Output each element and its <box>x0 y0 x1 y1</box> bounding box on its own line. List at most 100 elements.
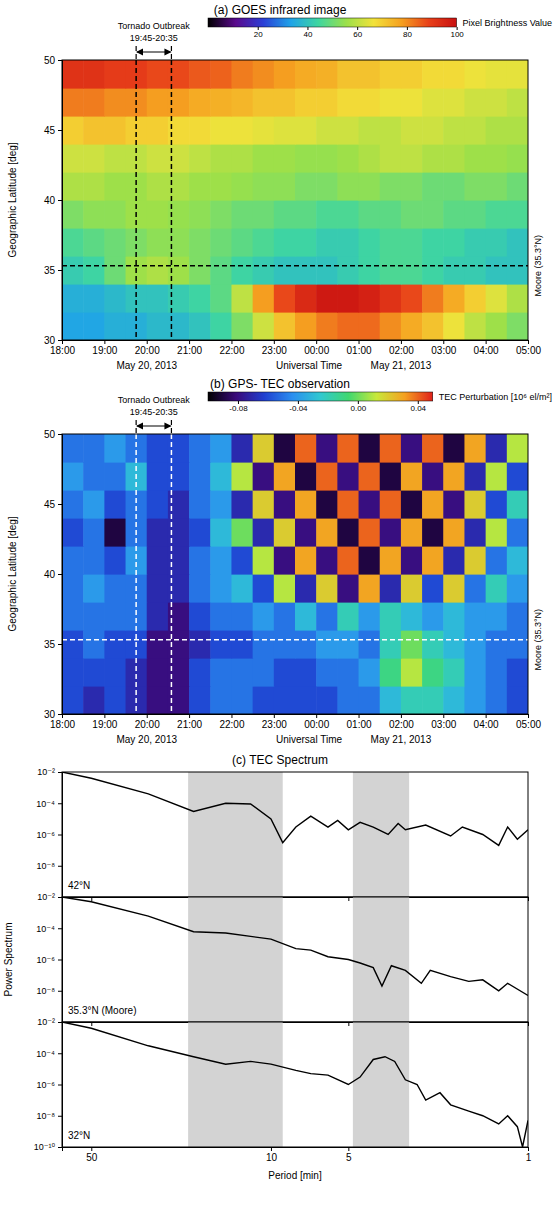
cell <box>62 172 84 201</box>
cell <box>401 658 423 687</box>
cell <box>486 284 508 313</box>
y-axis-tick: 40 <box>44 569 62 580</box>
y-axis-tick-mark <box>58 200 62 201</box>
cell <box>104 602 126 631</box>
date-label: May 21, 2013 <box>371 734 432 745</box>
cell <box>274 658 296 687</box>
y-axis-tick: 10⁻⁴ <box>36 924 62 934</box>
y-axis-tick-label: 50 <box>44 55 56 66</box>
x-axis-tick-mark <box>528 340 529 344</box>
cell <box>401 88 423 117</box>
cell <box>83 88 105 117</box>
x-axis-tick <box>91 897 92 901</box>
cell <box>231 462 253 491</box>
cell <box>231 284 253 313</box>
x-axis-tick-label: 01:00 <box>347 719 372 730</box>
cell <box>104 462 126 491</box>
y-axis-tick: 30 <box>44 709 62 720</box>
cell <box>210 144 232 173</box>
cells <box>62 434 528 714</box>
y-axis-title: Geographic Latitude [deg] <box>7 142 18 257</box>
cell <box>210 312 232 340</box>
cell <box>380 518 402 547</box>
y-axis-tick-mark <box>58 504 62 505</box>
cell <box>147 630 169 659</box>
cell <box>210 546 232 575</box>
cell <box>210 60 232 89</box>
cell <box>401 574 423 603</box>
cell <box>443 630 465 659</box>
cell <box>83 172 105 201</box>
cell <box>274 574 296 603</box>
x-axis-tick: 22:00 <box>219 340 244 356</box>
x-axis-tick-label: 05:00 <box>516 719 541 730</box>
event-line-top <box>171 46 172 60</box>
cell <box>401 144 423 173</box>
x-axis-tick-mark <box>189 340 190 344</box>
cell <box>104 630 126 659</box>
cell <box>62 518 84 547</box>
cell <box>359 630 381 659</box>
y-axis-tick: 10⁻⁸ <box>36 861 62 871</box>
cell <box>337 518 359 547</box>
y-axis-tick-label: 40 <box>44 569 56 580</box>
cell <box>295 228 317 257</box>
cell <box>507 256 528 285</box>
cell <box>231 490 253 519</box>
y-axis-tick: 10⁻⁴ <box>36 1049 62 1059</box>
cell <box>422 200 444 229</box>
y-axis-tick-mark <box>58 60 62 61</box>
cell <box>62 630 84 659</box>
cell <box>274 228 296 257</box>
y-axis-tick-label: 10⁻⁴ <box>36 1049 55 1059</box>
cell <box>507 312 528 340</box>
x-axis-line <box>63 341 529 345</box>
colorbar-axis-tick-label: 20 <box>254 30 263 39</box>
x-axis-tick: 20:00 <box>135 340 160 356</box>
cell <box>295 284 317 313</box>
colorbar-label: Pixel Brightness Value <box>463 18 552 28</box>
cell <box>62 658 84 687</box>
cell <box>147 116 169 145</box>
y-axis-title: Power Spectrum <box>3 923 14 997</box>
cell <box>231 200 253 229</box>
cell <box>274 60 296 89</box>
y-axis-tick: 10⁻⁶ <box>37 830 62 840</box>
cell <box>147 228 169 257</box>
x-axis: 501051 <box>63 1147 532 1163</box>
x-axis-tick: 03:00 <box>431 714 456 730</box>
cell <box>295 686 317 714</box>
cell <box>231 658 253 687</box>
y-axis-tick-mark <box>58 803 62 804</box>
cell <box>295 172 317 201</box>
cell <box>253 602 275 631</box>
cell <box>104 686 126 714</box>
cell <box>380 546 402 575</box>
colorbar-axis-tick: 40 <box>303 27 312 39</box>
cell <box>83 144 105 173</box>
x-axis-tick: 00:00 <box>304 340 329 356</box>
y-axis: 3035404550 <box>44 429 63 720</box>
cell <box>337 60 359 89</box>
cell <box>253 116 275 145</box>
x-axis: 18:0019:0020:0021:0022:0023:0000:0001:00… <box>50 340 541 356</box>
colorbar-axis-tick-label: -0.04 <box>289 404 308 413</box>
cell <box>231 518 253 547</box>
y-axis-tick-label: 10⁻⁸ <box>36 861 55 871</box>
x-axis-tick: 50 <box>86 1147 98 1163</box>
colorbar-axis-tick: 20 <box>254 27 263 39</box>
cell <box>210 172 232 201</box>
x-axis-tick-label: 01:00 <box>347 345 372 356</box>
cell <box>147 60 169 89</box>
cell <box>380 144 402 173</box>
plot-frame <box>62 434 528 714</box>
cell <box>443 518 465 547</box>
cell <box>380 686 402 714</box>
cell <box>83 312 105 340</box>
colorbar-axis-tick: -0.08 <box>229 401 248 413</box>
y-axis-tick: 10⁻⁶ <box>37 955 62 965</box>
x-axis-tick: 10 <box>266 1147 278 1163</box>
cell <box>464 256 486 285</box>
cell <box>210 602 232 631</box>
cell <box>316 518 338 547</box>
